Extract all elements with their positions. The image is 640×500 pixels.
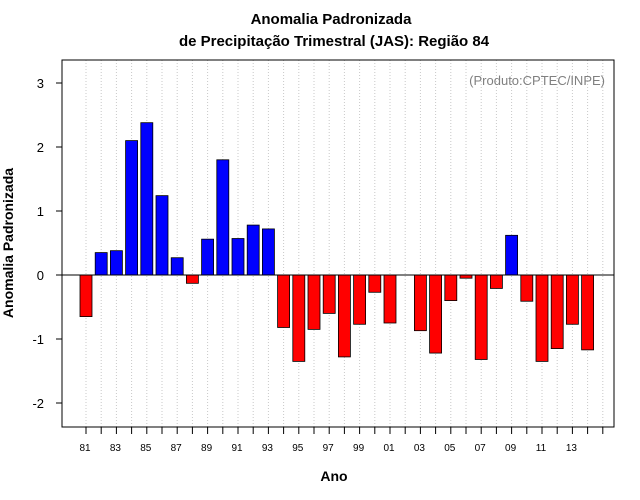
x-axis-label: Ano [320,468,347,484]
bar-89 [201,238,215,276]
bar-03 [413,274,427,332]
y-tick-label-1: 1 [37,204,44,219]
x-tick-label-11: 11 [536,443,547,454]
x-tick-label-05: 05 [444,443,456,454]
bar-91 [231,238,245,276]
bar-92 [246,224,260,276]
bar-87 [170,257,184,276]
bar-11 [535,274,549,362]
x-tick-label-81: 81 [79,443,91,454]
x-tick-label-95: 95 [292,443,304,454]
y-tick-label-2: 2 [37,140,44,155]
bar-90 [216,159,230,276]
bar-85 [140,122,154,276]
x-tick-label-99: 99 [353,443,365,454]
x-tick-label-09: 09 [505,443,517,454]
bar-08 [489,274,503,289]
bar-95 [292,274,306,362]
bar-07 [474,274,488,360]
bar-81 [79,274,93,317]
bar-04 [429,274,443,354]
bar-86 [155,195,169,276]
x-tick-label-83: 83 [110,443,122,454]
y-axis-label: Anomalia Padronizada [0,168,16,318]
x-tick-label-07: 07 [475,443,487,454]
chart-title-line2: de Precipitação Trimestral (JAS): Região… [179,33,490,50]
bar-96 [307,274,321,330]
bar-84 [125,140,138,276]
bar-00 [368,274,382,293]
chart-title-line1: Anomalia Padronizada [251,11,413,28]
bar-05 [444,274,458,302]
y-tick-label-0: 0 [37,268,44,283]
source-annotation: (Produto:CPTEC/INPE) [469,73,605,88]
x-tick-label-03: 03 [414,443,426,454]
y-tick-label--2: -2 [32,396,44,411]
x-tick-label-93: 93 [262,443,274,454]
x-tick-label-85: 85 [140,443,152,454]
bar-01 [383,274,397,324]
x-tick-label-91: 91 [231,443,243,454]
x-tick-label-89: 89 [201,443,213,454]
bars [79,122,594,362]
bar-99 [353,274,367,325]
y-tick-label--1: -1 [32,332,44,347]
bar-83 [110,250,123,276]
x-tick-label-87: 87 [171,443,183,454]
x-tick-label-97: 97 [323,443,335,454]
bar-93 [261,228,275,276]
bar-13 [566,274,579,325]
bar-88 [185,274,199,284]
bar-82 [94,252,108,276]
bar-98 [337,274,351,358]
bar-94 [277,274,291,328]
y-tick-label-3: 3 [37,76,44,91]
y-axis: -2 -1 0 1 2 3 [32,76,62,411]
x-tick-label-13: 13 [566,443,578,454]
x-tick-label-01: 01 [383,443,395,454]
bar-10 [520,274,534,302]
plot-frame [61,59,615,428]
bar-12 [550,274,564,349]
bar-14 [581,274,594,351]
bar-97 [322,274,336,314]
x-axis: 81 83 85 87 89 91 93 95 97 99 01 03 05 07 09 11 13 [79,427,604,454]
bar-09 [505,234,519,276]
